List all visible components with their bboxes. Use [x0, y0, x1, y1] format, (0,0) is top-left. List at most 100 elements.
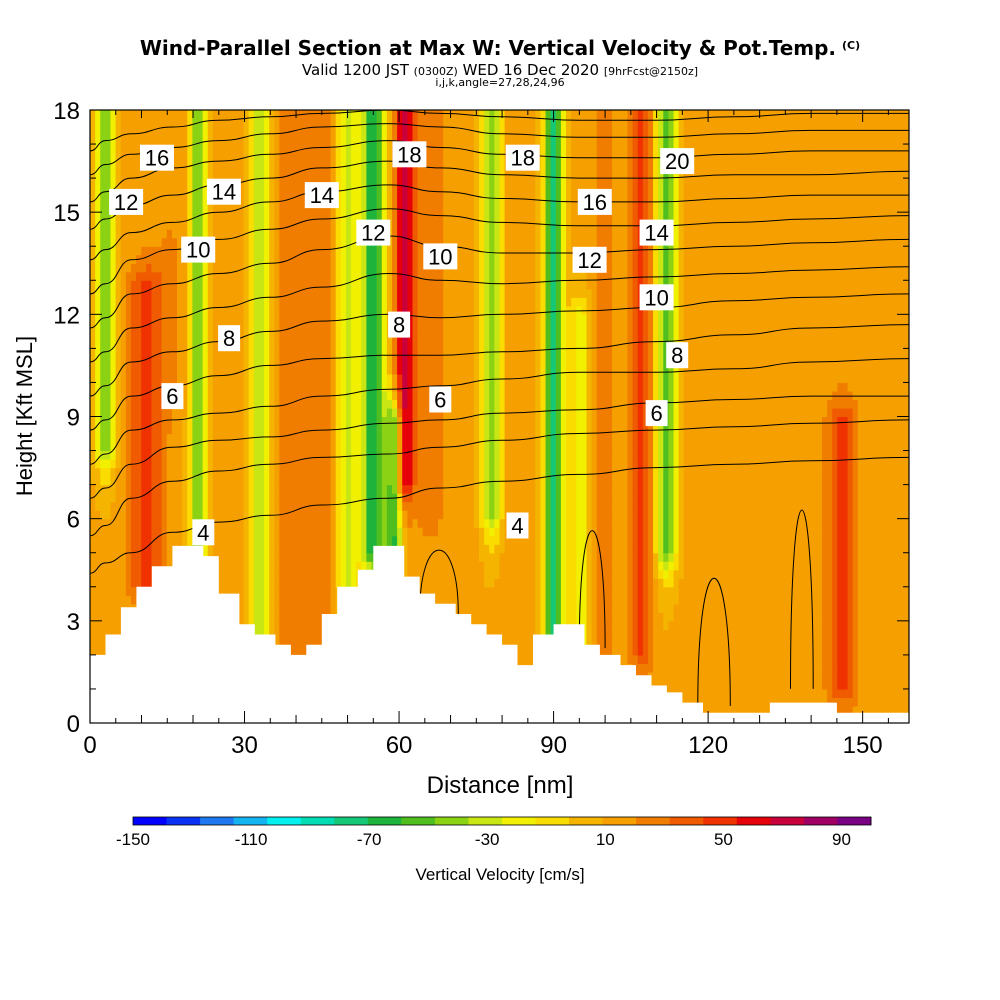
velocity-cell [310, 433, 316, 443]
velocity-cell [202, 263, 209, 273]
velocity-cell [432, 271, 439, 281]
velocity-cell [361, 110, 368, 120]
velocity-cell [299, 561, 306, 571]
velocity-cell [386, 348, 393, 358]
velocity-cell [356, 535, 362, 545]
velocity-cell [427, 135, 434, 145]
velocity-cell [136, 373, 142, 384]
velocity-cell [371, 305, 378, 315]
velocity-cell [130, 399, 137, 409]
velocity-cell [120, 110, 127, 120]
velocity-cell [366, 127, 373, 137]
velocity-cell [422, 203, 429, 213]
velocity-cell [248, 246, 255, 256]
velocity-cell [115, 595, 122, 605]
velocity-cell [90, 118, 96, 128]
velocity-cell [130, 535, 137, 545]
velocity-cell [248, 152, 255, 162]
velocity-cell [161, 212, 168, 222]
velocity-cell [95, 305, 101, 315]
velocity-cell [438, 135, 444, 145]
velocity-cell [238, 314, 245, 324]
velocity-cell [386, 425, 393, 435]
velocity-cell [294, 169, 301, 179]
velocity-cell [202, 331, 209, 341]
velocity-cell [105, 212, 112, 222]
velocity-cell [171, 407, 178, 418]
velocity-cell [279, 135, 286, 145]
velocity-cell [228, 127, 234, 137]
velocity-cell [212, 305, 219, 315]
velocity-cell [125, 595, 132, 605]
velocity-cell [345, 442, 352, 452]
velocity-cell [310, 152, 316, 162]
velocity-cell [223, 586, 229, 596]
velocity-cell [330, 535, 337, 545]
velocity-cell [274, 144, 280, 154]
velocity-cell [151, 186, 158, 196]
velocity-cell [330, 305, 337, 315]
velocity-cell [141, 237, 147, 247]
velocity-cell [274, 595, 280, 605]
velocity-cell [294, 612, 301, 622]
velocity-cell [294, 305, 301, 315]
velocity-cell [274, 305, 280, 315]
velocity-cell [141, 518, 147, 528]
velocity-cell [432, 297, 439, 307]
velocity-cell [438, 237, 444, 247]
velocity-cell [161, 527, 168, 537]
velocity-cell [90, 339, 96, 349]
velocity-cell [304, 271, 311, 281]
velocity-cell [299, 493, 306, 503]
velocity-cell [253, 127, 260, 137]
velocity-cell [110, 484, 117, 494]
velocity-cell [95, 348, 101, 358]
velocity-cell [110, 620, 117, 630]
velocity-cell [233, 552, 240, 562]
velocity-cell [253, 254, 260, 264]
velocity-cell [228, 220, 234, 230]
velocity-cell [125, 399, 132, 409]
velocity-cell [381, 305, 388, 315]
velocity-cell [397, 305, 403, 315]
velocity-cell [417, 118, 424, 128]
velocity-cell [289, 195, 296, 205]
velocity-cell [366, 390, 373, 401]
velocity-cell [197, 110, 204, 120]
velocity-cell [177, 280, 183, 290]
velocity-cell [156, 195, 163, 205]
velocity-cell [217, 348, 224, 358]
velocity-cell [376, 152, 383, 162]
velocity-cell [340, 339, 347, 349]
velocity-cell [238, 288, 245, 298]
velocity-cell [351, 535, 357, 545]
velocity-cell [258, 356, 265, 367]
velocity-cell [340, 229, 347, 239]
velocity-cell [340, 535, 347, 545]
velocity-cell [315, 450, 321, 460]
velocity-cell [141, 552, 147, 562]
velocity-cell [366, 561, 373, 571]
velocity-cell [105, 246, 112, 256]
velocity-cell [223, 390, 229, 401]
velocity-cell [171, 459, 178, 469]
velocity-cell [100, 433, 106, 443]
velocity-cell [351, 288, 357, 298]
velocity-cell [253, 612, 260, 622]
velocity-cell [171, 501, 178, 511]
velocity-cell [269, 314, 275, 324]
velocity-cell [177, 322, 183, 332]
velocity-cell [115, 407, 122, 418]
velocity-cell [105, 195, 112, 205]
velocity-cell [141, 390, 147, 401]
velocity-cell [130, 467, 137, 477]
velocity-cell [192, 322, 199, 332]
velocity-cell [207, 459, 214, 469]
velocity-cell [243, 127, 250, 137]
velocity-cell [182, 484, 188, 494]
velocity-cell [289, 178, 296, 188]
velocity-cell [141, 229, 147, 239]
velocity-cell [151, 356, 158, 367]
velocity-cell [187, 399, 193, 409]
velocity-cell [110, 578, 117, 588]
